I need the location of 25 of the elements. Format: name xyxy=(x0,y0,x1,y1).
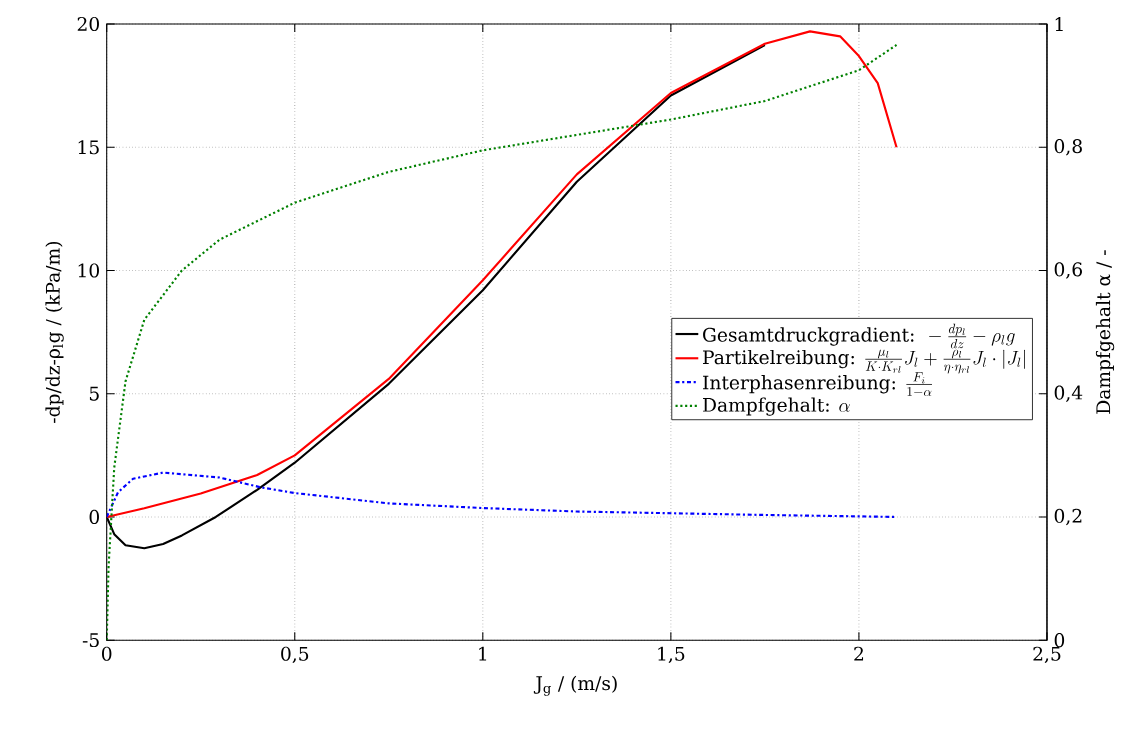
x-tick-label: 2,5 xyxy=(1033,646,1061,663)
legend-label: $\text{Dampfgehalt: }\alpha$ xyxy=(703,397,850,416)
y-tick-label: -5 xyxy=(82,633,99,648)
y2-axis-title: Dampfgehalt α / - xyxy=(1095,250,1115,414)
y-tick-label: 0 xyxy=(89,509,99,524)
y-axis-title: -dp/dz-ρ$_{l}$g / (kPa/m) xyxy=(45,241,64,423)
legend-label: $\text{Interphasenreibung: }\frac{F_i}{1-\alpha}$ xyxy=(703,372,932,396)
x-tick-label: 0 xyxy=(102,646,112,661)
x-tick-label: 1,5 xyxy=(658,646,685,663)
y2-tick-label: 1 xyxy=(1055,16,1063,31)
y2-tick-label: 0,6 xyxy=(1054,262,1082,279)
legend-label: $\text{Gesamtdruckgradient: }-\frac{dp_l}{dz}-\rho_l g$ xyxy=(703,323,1015,349)
x-tick-label: 1 xyxy=(479,646,487,661)
y-tick-label: 15 xyxy=(78,140,99,155)
x-tick-label: 0,5 xyxy=(281,646,309,663)
y2-tick-label: 0,2 xyxy=(1054,508,1082,526)
y-tick-label: 20 xyxy=(77,16,99,31)
x-tick-label: 2 xyxy=(854,646,864,661)
x-axis-title: J$_{g}$ / (m/s) xyxy=(533,675,617,696)
y2-tick-label: 0,4 xyxy=(1054,385,1083,402)
legend-label: $\text{Partikelreibung: }\frac{\mu_l}{K\cdot K_{rl}}J_l+\frac{\rho_l}{\eta\cdot\eta_{rl}}J_l\cdot|J_l|$ xyxy=(703,349,1025,374)
y-tick-label: 5 xyxy=(89,386,99,401)
y-tick-label: 10 xyxy=(78,263,99,278)
y2-tick-label: 0,8 xyxy=(1054,138,1082,156)
y2-tick-label: 0 xyxy=(1054,633,1065,648)
